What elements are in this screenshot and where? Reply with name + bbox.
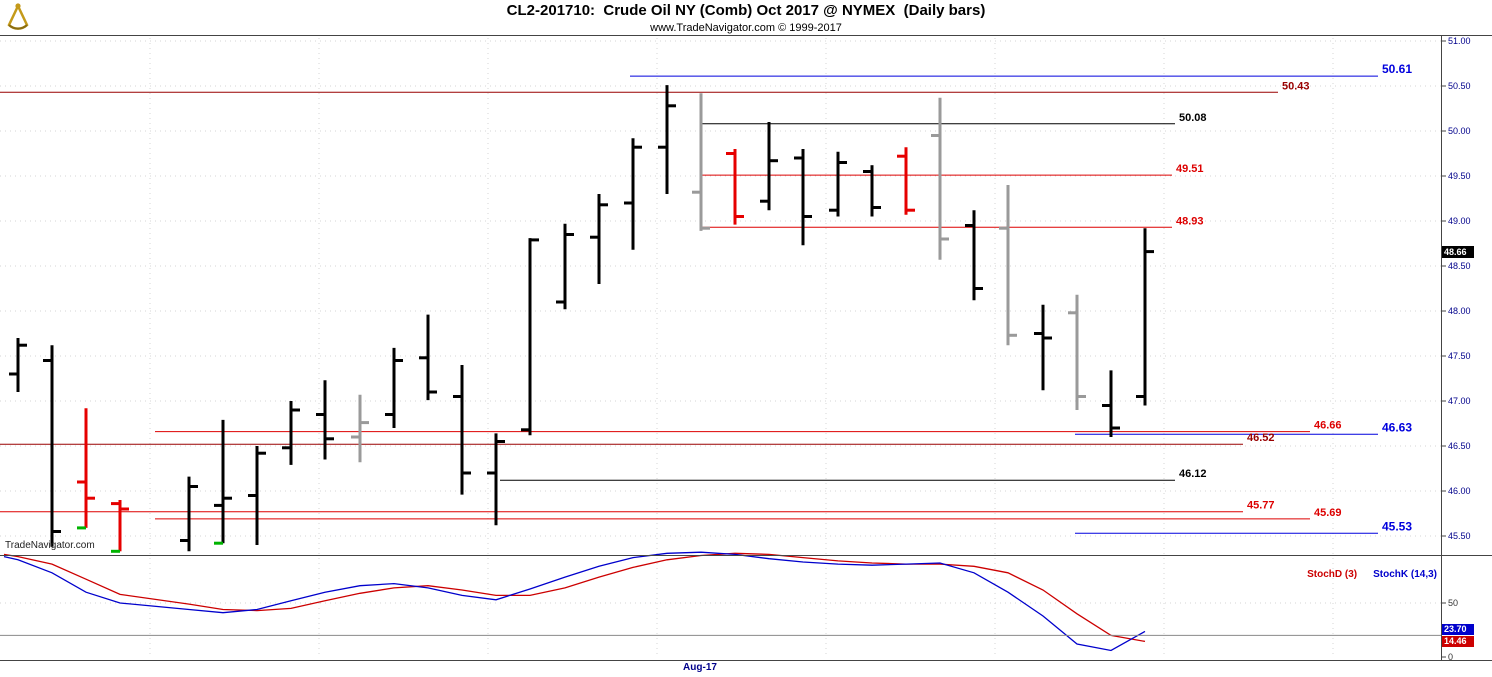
price-axis-tick: 49.50 bbox=[1448, 171, 1471, 181]
price-axis-tick: 47.00 bbox=[1448, 396, 1471, 406]
level-label-45.69[interactable]: 45.69 bbox=[1314, 507, 1342, 519]
level-label-46.52[interactable]: 46.52 bbox=[1247, 432, 1275, 444]
sextant-logo-graphic bbox=[7, 3, 29, 30]
last-price-box: 48.66 bbox=[1442, 246, 1474, 258]
price-axis-tick: 50.00 bbox=[1448, 126, 1471, 136]
stoch-axis-tick: 0 bbox=[1448, 652, 1453, 662]
price-axis-tick: 48.50 bbox=[1448, 261, 1471, 271]
level-label-46.12[interactable]: 46.12 bbox=[1179, 468, 1207, 480]
level-label-50.61[interactable]: 50.61 bbox=[1382, 62, 1412, 76]
trade-navigator-logo-icon bbox=[4, 2, 34, 34]
level-label-45.77[interactable]: 45.77 bbox=[1247, 500, 1275, 512]
chart-title: CL2-201710: Crude Oil NY (Comb) Oct 2017… bbox=[506, 2, 986, 19]
level-label-50.43[interactable]: 50.43 bbox=[1282, 80, 1310, 92]
stochk-value-box: 23.70 bbox=[1442, 624, 1474, 635]
level-label-46.66[interactable]: 46.66 bbox=[1314, 420, 1342, 432]
x-axis-date-label: Aug-17 bbox=[683, 662, 717, 673]
price-axis-tick: 49.00 bbox=[1448, 216, 1471, 226]
legend-stochd-label[interactable]: StochD (3) bbox=[1307, 569, 1358, 580]
stoch-line-StochD3 bbox=[3, 552, 1146, 643]
price-axis-tick: 45.50 bbox=[1448, 531, 1471, 541]
price-axis-tick: 47.50 bbox=[1448, 351, 1471, 361]
price-axis-tick: 46.50 bbox=[1448, 441, 1471, 451]
price-axis-tick: 50.50 bbox=[1448, 81, 1471, 91]
level-label-48.93[interactable]: 48.93 bbox=[1176, 215, 1204, 227]
price-axis-tick: 51.00 bbox=[1448, 36, 1471, 46]
chart-subtitle: www.TradeNavigator.com © 1999-2017 bbox=[650, 22, 842, 34]
watermark-text: TradeNavigator.com bbox=[5, 540, 95, 551]
level-label-50.08[interactable]: 50.08 bbox=[1179, 112, 1207, 124]
level-label-49.51[interactable]: 49.51 bbox=[1176, 163, 1204, 175]
stochd-value-box: 14.46 bbox=[1442, 636, 1474, 647]
stoch-legend: StochD (3) StochK (14,3) bbox=[1296, 558, 1437, 591]
stoch-line-StochK143 bbox=[3, 551, 1146, 652]
stoch-axis-tick: 50 bbox=[1448, 598, 1458, 608]
price-axis-tick: 48.00 bbox=[1448, 306, 1471, 316]
price-axis-tick: 46.00 bbox=[1448, 486, 1471, 496]
level-label-45.53[interactable]: 45.53 bbox=[1382, 519, 1412, 533]
level-label-46.63[interactable]: 46.63 bbox=[1382, 420, 1412, 434]
legend-stochk-label[interactable]: StochK (14,3) bbox=[1373, 569, 1437, 580]
